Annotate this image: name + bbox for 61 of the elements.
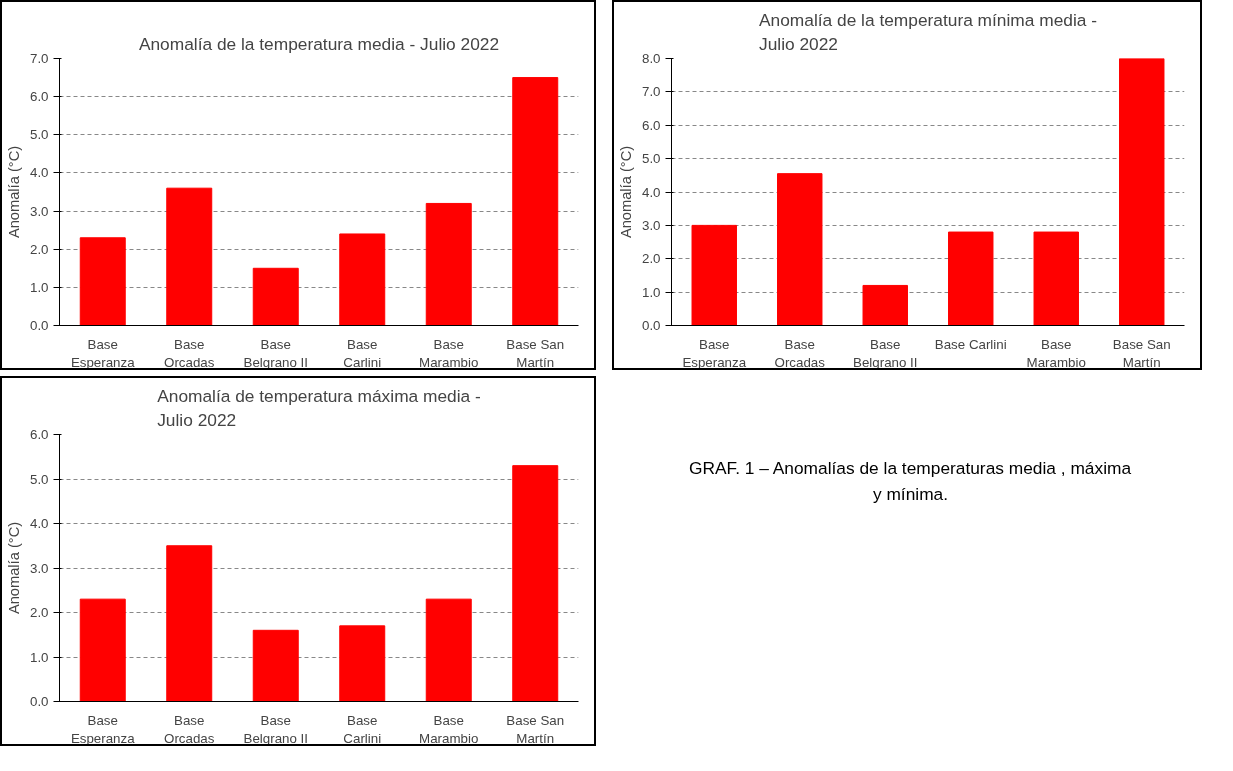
x-tick-label: Base Orcadas (774, 336, 826, 370)
y-tick-label: 4.0 (29, 516, 49, 531)
x-tick-label: Base Marambio (419, 336, 479, 370)
y-tick-label: 5.0 (29, 471, 49, 487)
chart-title: Anomalía de temperatura máxima media - Julio 2022 (157, 385, 481, 430)
bar (79, 237, 126, 326)
y-tick-label: 2.0 (29, 241, 49, 257)
bar (948, 231, 994, 326)
bar (252, 267, 299, 326)
x-tick-label: Base San Martín (506, 712, 565, 746)
bar (425, 598, 472, 702)
bar (166, 545, 213, 702)
y-axis-title: Anomalía (°C) (5, 145, 22, 239)
y-tick-label: 7.0 (29, 51, 49, 66)
y-tick-label: 0.0 (29, 318, 49, 333)
x-tick-label: Base San Martín (506, 336, 565, 370)
x-tick-label: Base Carlini (343, 712, 382, 746)
bar (79, 598, 126, 702)
x-tick-label: Base Orcadas (164, 336, 215, 370)
y-tick-label: 6.0 (641, 117, 661, 133)
x-tick-label: Base Orcadas (164, 712, 215, 746)
y-tick-label: 4.0 (641, 184, 661, 200)
y-tick-label: 3.0 (641, 217, 661, 233)
bar (252, 629, 299, 702)
bar (691, 224, 737, 326)
y-tick-label: 5.0 (641, 151, 661, 167)
y-tick-label: 7.0 (641, 84, 661, 100)
y-tick-label: 1.0 (641, 284, 661, 300)
bar (166, 187, 213, 326)
y-tick-label: 4.0 (29, 165, 49, 181)
bar (777, 173, 823, 326)
y-tick-label: 2.0 (641, 251, 661, 267)
y-axis-title: Anomalía (°C) (617, 145, 634, 239)
bar (512, 77, 559, 326)
y-tick-label: 5.0 (29, 127, 49, 143)
y-tick-label: 6.0 (29, 89, 49, 105)
bar (339, 233, 386, 326)
chart-title: Anomalía de la temperatura mínima media - Julio 2022 (758, 9, 1098, 54)
y-tick-label: 2.0 (29, 605, 49, 620)
chart-title: Anomalía de la temperatura media - Julio 2022 (138, 33, 500, 54)
y-tick-label: 8.0 (641, 51, 661, 66)
bar (1033, 231, 1079, 326)
y-tick-label: 0.0 (641, 318, 661, 333)
x-tick-label: Base San Martín (1112, 336, 1171, 370)
bar (425, 202, 472, 326)
x-tick-label: Base Carlini (343, 336, 382, 370)
y-axis-title: Anomalía (°C) (5, 521, 22, 615)
y-tick-label: 1.0 (29, 279, 49, 295)
y-tick-label: 1.0 (29, 649, 49, 665)
text: GRAF. 1 – Anomalías de la temperaturas media , máxima y mínima. (688, 458, 1132, 504)
bar (339, 625, 386, 702)
y-tick-label: 0.0 (29, 694, 49, 709)
x-tick-label: Base Marambio (419, 712, 479, 746)
bar (512, 465, 559, 702)
x-tick-label: Base Carlini (934, 336, 1007, 352)
bar (1119, 58, 1165, 326)
y-tick-label: 6.0 (29, 427, 49, 442)
y-tick-label: 3.0 (29, 203, 49, 219)
y-tick-label: 3.0 (29, 560, 49, 576)
x-tick-label: Base Marambio (1026, 336, 1086, 370)
bar (862, 284, 908, 326)
